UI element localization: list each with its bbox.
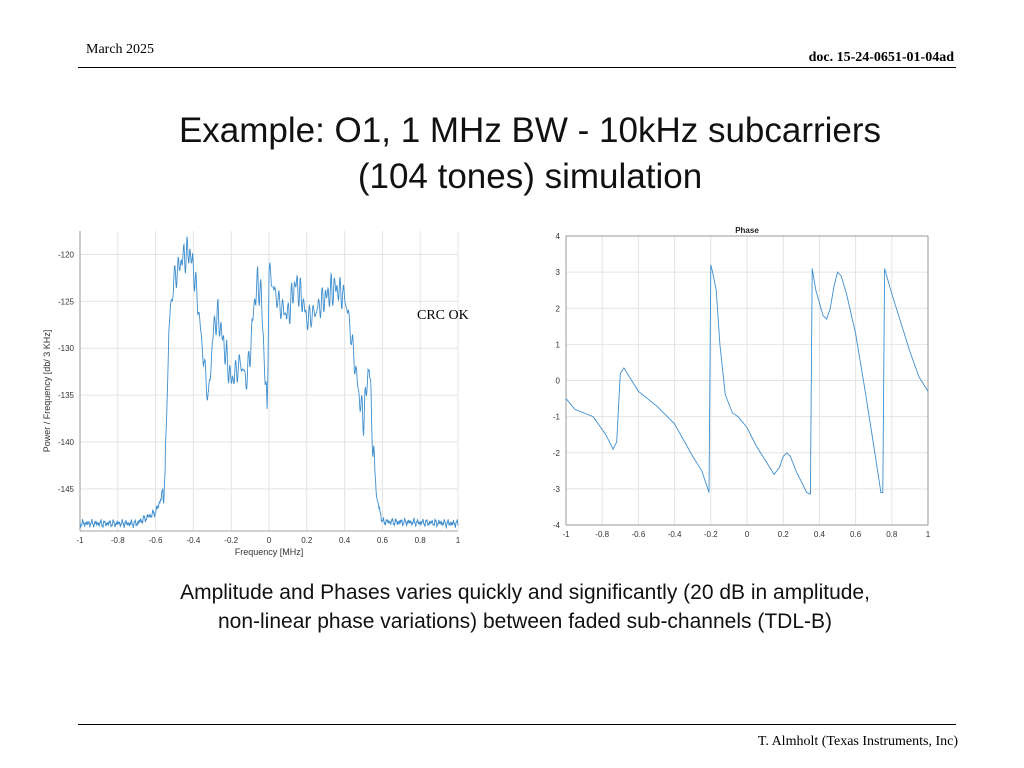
psd-y-tick-label: -125 (58, 297, 75, 306)
phase-x-tick-label: 0 (745, 530, 750, 539)
psd-x-tick-label: -0.4 (187, 536, 201, 545)
crc-status-label: CRC OK (417, 308, 469, 323)
phase-series-line (565, 264, 929, 496)
title-line-2: (104 tones) simulation (357, 157, 703, 196)
phase-x-tick-label: 0.8 (886, 530, 898, 539)
caption-line-1: Amplitude and Phases varies quickly and … (180, 581, 870, 604)
phase-y-tick-label: 2 (556, 304, 561, 313)
phase-y-tick-label: 4 (556, 232, 561, 241)
psd-y-axis-label: Power / Frequency [db/ 3 KHz] (42, 330, 52, 453)
header-date: March 2025 (86, 42, 155, 57)
phase-x-tick-label: 1 (926, 530, 931, 539)
phase-x-tick-label: -0.2 (704, 530, 718, 539)
psd-x-tick-label: 0.8 (415, 536, 427, 545)
psd-x-tick-label: 0.6 (377, 536, 389, 545)
phase-x-tick-label: -0.6 (632, 530, 646, 539)
caption-line-2: non-linear phase variations) between fad… (217, 610, 832, 633)
phase-x-tick-label: -0.8 (595, 530, 609, 539)
phase-y-tick-label: 3 (556, 268, 561, 277)
psd-y-tick-label: -120 (58, 250, 75, 259)
psd-x-tick-label: 0.4 (339, 536, 351, 545)
psd-x-tick-label: 0 (267, 536, 272, 545)
phase-y-tick-label: -1 (553, 413, 561, 422)
phase-y-tick-label: -4 (553, 521, 561, 530)
header-doc-id: doc. 15-24-0651-01-04ad (808, 50, 954, 65)
psd-x-tick-label: -0.2 (224, 536, 238, 545)
phase-x-tick-label: -0.4 (668, 530, 682, 539)
footer-divider (78, 724, 956, 725)
psd-x-tick-label: 1 (456, 536, 461, 545)
phase-x-tick-label: 0.6 (850, 530, 862, 539)
phase-y-tick-label: 1 (556, 340, 561, 349)
phase-frame (565, 235, 929, 526)
psd-x-tick-label: -1 (76, 536, 84, 545)
psd-y-tick-label: -135 (58, 391, 75, 400)
phase-x-tick-label: 0.2 (778, 530, 790, 539)
psd-x-axis-label: Frequency [MHz] (235, 547, 304, 557)
slide-caption: Amplitude and Phases varies quickly and … (60, 578, 990, 636)
title-line-1: Example: O1, 1 MHz BW - 10kHz subcarrier… (178, 111, 882, 150)
slide-title: Example: O1, 1 MHz BW - 10kHz subcarrier… (80, 108, 980, 200)
phase-x-tick-label: 0.4 (814, 530, 826, 539)
psd-series-line (79, 236, 459, 530)
psd-y-tick-label: -145 (58, 485, 75, 494)
psd-x-tick-label: -0.8 (111, 536, 125, 545)
psd-x-tick-label: -0.6 (149, 536, 163, 545)
header-divider (78, 67, 956, 68)
phase-chart-title: Phase (735, 226, 759, 235)
phase-y-tick-label: 0 (556, 377, 561, 386)
psd-y-tick-label: -140 (58, 438, 75, 447)
phase-y-tick-label: -2 (553, 449, 561, 458)
phase-x-tick-label: -1 (562, 530, 570, 539)
psd-y-tick-label: -130 (58, 344, 75, 353)
footer-author: T. Almholt (Texas Instruments, Inc) (757, 734, 958, 749)
psd-x-tick-label: 0.2 (301, 536, 313, 545)
phase-y-tick-label: -3 (553, 485, 561, 494)
